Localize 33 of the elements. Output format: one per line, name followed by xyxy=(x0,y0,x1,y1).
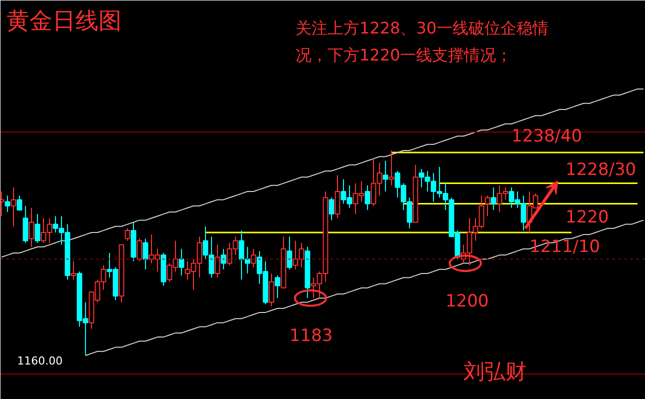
chart-title: 黄金日线图 xyxy=(6,8,122,34)
candlestick xyxy=(382,160,388,192)
text: 刘弘财 xyxy=(464,360,526,384)
candlestick xyxy=(334,174,340,219)
candlestick xyxy=(214,244,220,278)
candlestick xyxy=(16,195,22,210)
candlestick xyxy=(28,207,34,248)
candlestick xyxy=(136,238,142,262)
candlestick xyxy=(490,186,496,210)
series-label: 1228/30 xyxy=(566,160,636,180)
series-label: 1211/10 xyxy=(530,237,600,258)
candlestick xyxy=(274,275,280,299)
candlestick xyxy=(22,205,28,244)
candlestick xyxy=(178,248,184,276)
candlestick xyxy=(4,195,10,212)
candlestick xyxy=(124,228,130,242)
candlestick xyxy=(220,248,226,270)
candlestick xyxy=(10,186,16,227)
candlestick xyxy=(328,197,334,221)
candlestick xyxy=(364,184,370,210)
series-label: 1238/40 xyxy=(512,126,582,146)
series-label: 1220 xyxy=(566,207,609,228)
candlestick xyxy=(70,260,76,280)
annotation: 1183 xyxy=(289,326,333,346)
candlestick xyxy=(388,150,394,186)
candlestick xyxy=(484,195,490,217)
text: 关注上方1228、30一线破位企稳情况，下方1220一线支撑情况； xyxy=(296,18,549,64)
annotation: 1160.00 xyxy=(17,354,63,368)
candlestick xyxy=(268,273,274,307)
candlestick xyxy=(34,214,40,244)
candlestick xyxy=(286,236,292,270)
annotation: 1200 xyxy=(445,291,489,312)
candlestick xyxy=(250,248,256,268)
